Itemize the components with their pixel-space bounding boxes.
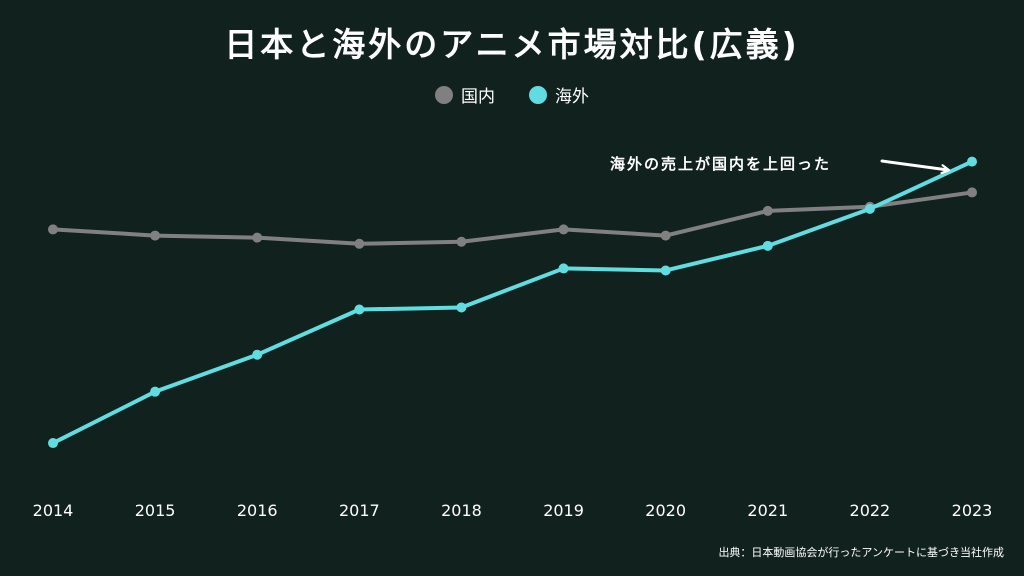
data-point-domestic-2017 [354,238,365,249]
legend-dot-overseas [529,85,547,104]
x-tick-label-2023: 2023 [952,501,993,520]
data-point-domestic-2021 [762,205,773,216]
data-point-overseas-2015 [150,386,161,397]
x-tick-label-2018: 2018 [441,501,482,520]
data-point-overseas-2017 [354,304,365,315]
legend-label-overseas: 海外 [555,87,589,107]
data-point-overseas-2021 [762,240,773,251]
x-tick-label-2017: 2017 [339,501,380,520]
data-point-overseas-2023 [967,156,977,167]
data-point-domestic-2015 [150,230,161,241]
data-point-overseas-2014 [48,438,58,449]
legend-label-domestic: 国内 [461,87,495,107]
x-tick-label-2019: 2019 [543,501,584,520]
legend-item-overseas: 海外 [529,82,589,107]
x-tick-label-2022: 2022 [850,501,891,520]
data-point-domestic-2019 [558,224,569,235]
data-point-domestic-2014 [48,224,58,235]
x-tick-label-2015: 2015 [135,501,176,520]
x-tick-label-2016: 2016 [237,501,278,520]
data-point-domestic-2023 [967,187,977,198]
series-line-domestic [51,190,974,246]
series-line-overseas [51,159,974,446]
x-tick-label-2014: 2014 [33,501,74,520]
data-point-domestic-2016 [252,232,263,243]
data-point-overseas-2016 [252,349,263,360]
x-tick-label-2021: 2021 [747,501,788,520]
data-point-overseas-2022 [864,203,875,214]
legend-dot-domestic [435,85,453,104]
data-point-domestic-2018 [456,236,467,247]
x-axis-ticks: 2014 2015 2016 2017 2018 2019 2020 2021 2022 2023 [33,501,993,520]
legend-item-domestic: 国内 [435,82,495,107]
x-tick-label-2020: 2020 [645,501,686,520]
source-note: 出典：日本動画協会が行ったアンケートに基づき当社作成 [718,546,1004,559]
data-point-overseas-2020 [660,265,671,276]
chart-legend: 国内 海外 [0,82,1024,107]
data-point-domestic-2020 [660,230,671,241]
data-point-overseas-2018 [456,302,467,313]
series-layer [48,156,977,449]
annotation-arrow [880,159,948,170]
data-point-overseas-2019 [558,263,569,274]
annotation-text: 海外の売上が国内を上回った [610,155,832,173]
chart-title: 日本と海外のアニメ市場対比(広義) [224,25,800,64]
